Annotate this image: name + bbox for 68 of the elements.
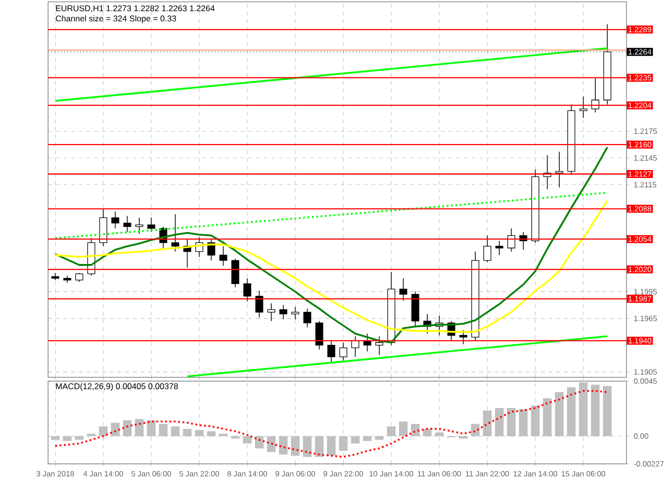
candlestick: [399, 278, 408, 301]
bar: [350, 436, 360, 444]
bar: [530, 405, 540, 436]
bar: [62, 436, 72, 441]
bar: [254, 436, 264, 448]
text: Channel size = 324 Slope = 0.33: [56, 15, 176, 23]
bar: [482, 410, 492, 436]
bar: [50, 436, 60, 440]
bar: [182, 428, 192, 436]
bar: [74, 436, 84, 440]
candlestick: [579, 96, 588, 118]
bar: [554, 392, 564, 436]
bar: [290, 436, 300, 456]
candlestick: [123, 215, 132, 232]
bar: [302, 436, 312, 457]
bar: [158, 424, 168, 436]
bar: [602, 386, 612, 436]
candlestick: [507, 228, 516, 252]
candlestick: [483, 235, 492, 263]
candlestick: [135, 217, 144, 234]
candlestick: [555, 151, 564, 188]
bar: [398, 421, 408, 436]
candlestick: [171, 214, 180, 252]
candlestick: [219, 246, 228, 266]
bar: [326, 436, 336, 456]
candlestick: [243, 278, 252, 302]
bar: [278, 436, 288, 454]
bar: [470, 424, 480, 436]
bar: [566, 387, 576, 436]
bar: [170, 426, 180, 436]
bar: [338, 436, 348, 451]
candlestick: [147, 217, 156, 232]
bar: [218, 434, 228, 436]
bar: [314, 436, 324, 457]
candlestick: [339, 342, 348, 361]
bar: [410, 424, 420, 436]
candlestick: [459, 330, 468, 345]
bar: [362, 436, 372, 441]
candlestick: [375, 336, 384, 356]
bar: [266, 436, 276, 452]
candlestick: [315, 320, 324, 350]
candlestick: [279, 304, 288, 320]
bar: [494, 408, 504, 436]
bar: [542, 398, 552, 436]
bar: [242, 436, 252, 444]
bar: [386, 426, 396, 436]
bar: [98, 426, 108, 436]
chart-title: MACD(12,26,9) 0.00405 0.00378: [56, 382, 178, 391]
bar: [110, 422, 120, 436]
bar: [122, 420, 132, 436]
bar: [518, 409, 528, 436]
candlestick: [303, 308, 312, 328]
bar: [506, 408, 516, 436]
bar: [134, 418, 144, 436]
candlestick: [111, 210, 120, 229]
bar: [194, 430, 204, 436]
chart-title: EURUSD,H1 1.2273 1.2282 1.2263 1.2264: [56, 5, 215, 12]
candlestick: [291, 306, 300, 320]
candlestick: [327, 340, 336, 364]
bar: [146, 420, 156, 436]
bar: [86, 434, 96, 436]
candlestick: [231, 258, 240, 288]
bar: [374, 436, 384, 440]
candlestick: [495, 240, 504, 256]
candlestick: [267, 302, 276, 322]
bar: [434, 432, 444, 436]
bar: [206, 431, 216, 436]
bar: [590, 384, 600, 436]
